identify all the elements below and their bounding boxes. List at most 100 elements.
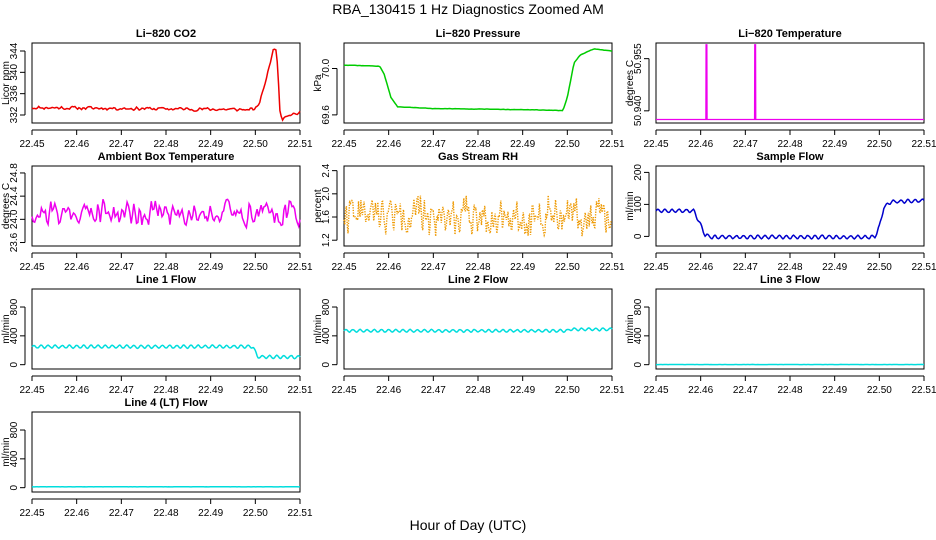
y-tick-label: 340 <box>9 64 20 81</box>
x-tick-label: 22.46 <box>64 508 89 519</box>
x-tick-label: 22.47 <box>733 385 758 396</box>
y-axis-label: ml/min <box>625 191 636 220</box>
y-axis-label: ml/min <box>625 314 636 343</box>
panel-9: Line 3 Flow 22.45 22.46 22.47 22.48 22.49 22.5… <box>625 274 936 396</box>
y-axis-label: kPa <box>313 74 324 92</box>
x-tick-label: 22.49 <box>198 385 223 396</box>
x-tick-label: 22.47 <box>421 139 446 150</box>
y-tick-label: 1.6 <box>321 210 332 224</box>
plot-frame <box>343 288 613 370</box>
y-tick-label: 24.4 <box>9 186 20 206</box>
x-tick-label: 22.50 <box>555 385 580 396</box>
x-tick-label: 22.49 <box>510 385 535 396</box>
x-tick-label: 22.48 <box>777 385 802 396</box>
plot-frame <box>31 42 301 124</box>
y-axis-label: degrees C <box>1 183 12 229</box>
x-tick-label: 22.51 <box>599 139 624 150</box>
x-tick-label: 22.49 <box>198 262 223 273</box>
x-tick-label: 22.51 <box>287 139 312 150</box>
y-tick-label: 100 <box>633 196 644 213</box>
x-tick-label: 22.47 <box>421 385 446 396</box>
x-tick-label: 22.49 <box>822 385 847 396</box>
y-tick-label: 332 <box>9 106 20 123</box>
y-tick-label: 800 <box>633 298 644 315</box>
y-tick-label: 1.2 <box>321 233 332 247</box>
y-tick-label: 336 <box>9 85 20 102</box>
x-tick-label: 22.48 <box>465 139 490 150</box>
panel-title: Li−820 CO2 <box>136 28 196 40</box>
x-tick-label: 22.51 <box>911 385 936 396</box>
x-tick-label: 22.45 <box>19 508 44 519</box>
series-line <box>343 195 613 238</box>
y-tick-label: 800 <box>9 421 20 438</box>
x-tick-label: 22.47 <box>109 262 134 273</box>
y-tick-label: 50.955 <box>633 43 644 74</box>
y-tick-label: 800 <box>321 298 332 315</box>
panel-3: Li−820 Temperature 22.45 22.46 22.47 22.48 22… <box>625 28 936 150</box>
series-line <box>343 48 613 112</box>
x-tick-label: 22.48 <box>153 262 178 273</box>
y-tick-label: 344 <box>9 42 20 59</box>
x-tick-label: 22.46 <box>688 385 713 396</box>
x-tick-label: 22.50 <box>867 262 892 273</box>
x-tick-label: 22.47 <box>733 139 758 150</box>
x-axis-title: Hour of Day (UTC) <box>409 517 527 533</box>
y-tick-label: 24.0 <box>9 209 20 229</box>
x-tick-label: 22.49 <box>198 139 223 150</box>
x-tick-label: 22.50 <box>243 385 268 396</box>
y-tick-label: 23.6 <box>9 232 20 252</box>
panel-10: Line 4 (LT) Flow 22.45 22.46 22.47 22.48 22.4… <box>1 397 313 519</box>
panel-title: Gas Stream RH <box>438 151 518 163</box>
panel-7: Line 1 Flow 22.45 22.46 22.47 22.48 22.49 22.5… <box>1 274 313 396</box>
x-tick-label: 22.50 <box>243 139 268 150</box>
series-line <box>343 327 613 334</box>
y-tick-label: 70.0 <box>321 58 332 78</box>
x-tick-label: 22.48 <box>153 385 178 396</box>
x-tick-label: 22.48 <box>153 508 178 519</box>
x-tick-label: 22.45 <box>643 385 668 396</box>
x-tick-label: 22.50 <box>555 262 580 273</box>
y-tick-label: 200 <box>633 164 644 181</box>
y-tick-label: 400 <box>9 327 20 344</box>
plot-frame <box>31 411 301 493</box>
series-line <box>31 48 301 122</box>
y-tick-label: 69.6 <box>321 105 332 125</box>
x-tick-label: 22.51 <box>287 508 312 519</box>
x-tick-label: 22.47 <box>421 262 446 273</box>
panel-title: Line 2 Flow <box>448 274 508 286</box>
y-axis-label: ml/min <box>313 314 324 343</box>
panel-title: Li−820 Pressure <box>436 28 521 40</box>
plot-frame <box>343 42 613 124</box>
y-tick-label: 0 <box>9 484 20 490</box>
x-tick-label: 22.45 <box>19 385 44 396</box>
x-tick-label: 22.51 <box>599 385 624 396</box>
x-tick-label: 22.46 <box>376 262 401 273</box>
plot-frame <box>31 165 301 247</box>
x-tick-label: 22.46 <box>64 262 89 273</box>
x-tick-label: 22.46 <box>688 262 713 273</box>
x-tick-label: 22.51 <box>911 139 936 150</box>
x-tick-label: 22.45 <box>331 262 356 273</box>
x-tick-label: 22.47 <box>109 385 134 396</box>
y-tick-label: 0 <box>633 361 644 367</box>
panel-5: Gas Stream RH 22.45 22.46 22.47 22.48 22.49 22… <box>313 151 625 273</box>
x-tick-label: 22.51 <box>599 262 624 273</box>
x-tick-label: 22.45 <box>643 262 668 273</box>
x-tick-label: 22.50 <box>243 508 268 519</box>
y-axis-label: degrees C <box>625 60 636 106</box>
x-tick-label: 22.50 <box>243 262 268 273</box>
x-tick-label: 22.46 <box>376 385 401 396</box>
series-line <box>656 44 924 121</box>
x-tick-label: 22.50 <box>555 139 580 150</box>
x-tick-label: 22.48 <box>153 139 178 150</box>
panel-title: Line 3 Flow <box>760 274 820 286</box>
y-axis-label: ml/min <box>1 437 12 466</box>
panel-4: Ambient Box Temperature 22.45 22.46 22.47 22… <box>1 151 313 273</box>
y-tick-label: 0 <box>633 233 644 239</box>
panel-title: Line 1 Flow <box>136 274 196 286</box>
x-tick-label: 22.45 <box>331 139 356 150</box>
series-line <box>655 198 925 240</box>
y-tick-label: 2.0 <box>321 186 332 200</box>
plot-frame <box>343 165 613 247</box>
